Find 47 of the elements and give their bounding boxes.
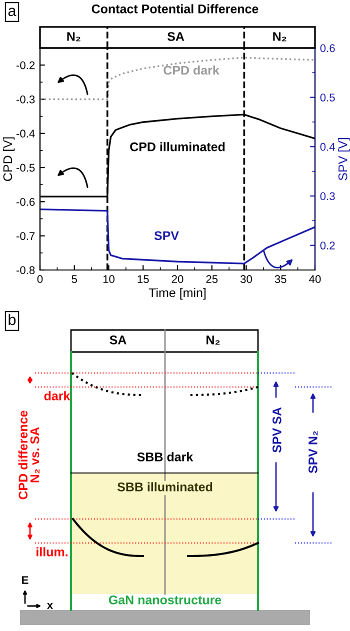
text: dark (44, 391, 70, 400)
y2-tick-label: 0.3 (320, 192, 335, 200)
y-tick-label: -0.8 (16, 266, 35, 274)
text: SA (167, 32, 184, 41)
series-label: CPD dark (164, 65, 220, 75)
x-tick-label: 15 (138, 275, 149, 284)
y-tick-label: -0.6 (16, 198, 35, 206)
y-tick-label: -0.5 (16, 164, 35, 172)
y2-tick-label: 0.2 (320, 242, 335, 250)
x-tick-label: 40 (309, 275, 321, 284)
text: illum. (36, 547, 68, 556)
text: a (8, 8, 16, 16)
line-series (40, 208, 315, 264)
x-tick-label: 35 (274, 275, 286, 284)
y2-tick-label: 0.4 (320, 142, 335, 151)
y-tick-label: -0.2 (16, 61, 35, 70)
line-series (40, 56, 315, 100)
text: N₂ (206, 336, 220, 345)
text: SBB dark (137, 452, 194, 462)
x-tick-label: 10 (103, 275, 114, 284)
text: SPV SA (272, 407, 282, 453)
text: E (22, 576, 28, 584)
y2-axis-title: SPV [V] (338, 138, 350, 180)
x-tick-label: 5 (72, 275, 77, 284)
series-label: SPV (154, 231, 179, 240)
text: x (46, 603, 54, 609)
y-tick-label: -0.7 (16, 232, 35, 240)
x-tick-label: 25 (206, 275, 218, 284)
x-axis-title: Time [min] (148, 288, 206, 300)
text: GaN nanostructure (108, 596, 222, 604)
series-label: CPD illuminated (130, 142, 225, 152)
chart-title: Contact Potential Difference (92, 4, 258, 14)
text: N₂ (273, 32, 286, 42)
x-tick-label: 30 (240, 275, 252, 284)
y2-tick-label: 0.6 (320, 44, 335, 52)
y-tick-label: -0.4 (16, 130, 35, 138)
x-tick-label: 20 (172, 275, 184, 284)
x-tick-label: 0 (37, 275, 43, 284)
text: CPD difference N₂ vs. SA (18, 410, 40, 500)
text: N₂ (67, 32, 80, 42)
y-tick-label: -0.3 (16, 96, 35, 104)
text: SBB illuminated (117, 482, 212, 492)
text: b (8, 314, 16, 326)
text: SPV N₂ (308, 431, 318, 474)
y2-tick-label: 0.5 (320, 94, 335, 102)
text: SA (110, 336, 126, 344)
y-axis-title: CPD [V] (2, 137, 15, 181)
